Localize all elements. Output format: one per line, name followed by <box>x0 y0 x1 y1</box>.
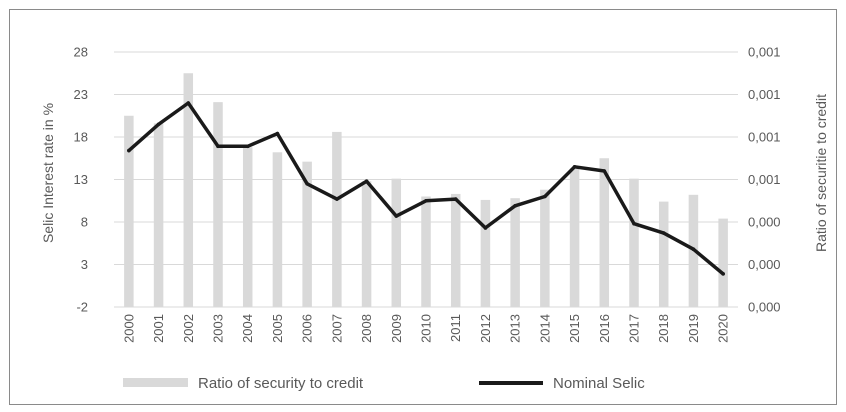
bar <box>272 152 283 307</box>
x-tick-label: 2014 <box>537 314 552 343</box>
chart-frame: 28 23 18 13 8 3 -2 0,001 0,001 0,001 0,001 0,000 0,… <box>9 9 837 405</box>
bar <box>599 158 610 307</box>
line-point <box>632 221 636 226</box>
line-point <box>661 231 666 235</box>
y-tick-label: 28 <box>74 45 88 60</box>
line-point <box>691 247 696 251</box>
line-point <box>602 169 607 173</box>
x-tick-label: 2005 <box>270 314 285 343</box>
y-tick-label: 23 <box>74 87 88 102</box>
y-tick-label: 8 <box>81 215 88 230</box>
x-tick-label: 2008 <box>359 314 374 343</box>
bar <box>124 115 134 307</box>
bar <box>213 102 223 308</box>
y-tick-label: 3 <box>81 257 88 272</box>
bar <box>510 198 520 307</box>
line-point <box>305 181 309 186</box>
x-tick-label: 2011 <box>448 314 463 342</box>
bar <box>718 218 728 307</box>
legend-label-selic: Nominal Selic <box>553 375 645 392</box>
bar <box>242 147 253 307</box>
x-axis-ticks: 2000 2001 2002 2003 2004 2005 2006 2007 2008 2009… <box>121 314 730 343</box>
line-point <box>186 101 191 105</box>
bar <box>480 199 491 307</box>
y-tick-label: 13 <box>74 172 88 187</box>
line-point <box>721 272 725 276</box>
x-tick-label: 2002 <box>181 314 196 343</box>
line-point <box>275 131 280 136</box>
bar <box>391 178 402 307</box>
y-axis-right-title: Ratio of securitie to credit <box>813 94 829 252</box>
x-tick-label: 2012 <box>478 314 493 343</box>
x-tick-label: 2006 <box>300 314 315 343</box>
y2-tick-label: 0,001 <box>748 87 781 102</box>
x-tick-label: 2007 <box>329 314 344 343</box>
y2-tick-label: 0,001 <box>748 45 781 60</box>
line-point <box>364 179 369 183</box>
y2-tick-label: 0,001 <box>748 130 781 145</box>
line-point <box>543 194 547 199</box>
y-axis-left-ticks: 28 23 18 13 8 3 -2 <box>74 45 88 315</box>
bar <box>450 193 461 307</box>
bar <box>569 168 580 307</box>
line-point <box>483 226 488 230</box>
y-tick-label: -2 <box>76 300 88 315</box>
line-point <box>335 197 339 201</box>
y2-tick-label: 0,000 <box>748 215 781 230</box>
line-point <box>245 144 250 149</box>
line-point <box>216 144 220 149</box>
bar <box>629 178 639 307</box>
y2-tick-label: 0,000 <box>748 257 781 272</box>
line-point <box>513 204 517 208</box>
x-tick-label: 2004 <box>240 314 255 343</box>
bar <box>153 123 164 308</box>
line-point <box>127 148 131 153</box>
x-tick-label: 2003 <box>211 314 226 343</box>
x-tick-label: 2017 <box>627 314 642 343</box>
bar <box>183 73 194 307</box>
x-tick-label: 2015 <box>567 314 582 343</box>
legend-label-ratio: Ratio of security to credit <box>198 375 364 392</box>
y-tick-label: 18 <box>74 130 88 145</box>
y-axis-left-title: Selic Interest rate in % <box>40 103 56 243</box>
x-tick-label: 2010 <box>419 314 434 343</box>
line-point <box>424 198 428 203</box>
y2-tick-label: 0,001 <box>748 172 781 187</box>
x-tick-label: 2016 <box>597 314 612 343</box>
y-axis-right-ticks: 0,001 0,001 0,001 0,001 0,000 0,000 0,000 <box>748 45 781 315</box>
bar <box>658 201 669 307</box>
line-point <box>453 197 458 201</box>
line-point <box>156 122 161 127</box>
x-tick-label: 2009 <box>389 314 404 343</box>
bar <box>540 189 550 307</box>
x-tick-label: 2018 <box>656 314 671 343</box>
bar-series <box>124 73 728 308</box>
x-tick-label: 2019 <box>686 314 701 343</box>
line-point <box>572 164 577 169</box>
bar <box>332 131 342 307</box>
line-series <box>127 101 725 276</box>
legend: Ratio of security to credit Nominal Seli… <box>123 375 645 392</box>
x-tick-label: 2020 <box>716 314 731 343</box>
x-tick-label: 2001 <box>151 314 166 343</box>
x-tick-label: 2000 <box>121 314 136 343</box>
line-point <box>394 214 399 218</box>
bar <box>302 161 312 307</box>
legend-swatch-ratio <box>123 378 188 387</box>
y2-tick-label: 0,000 <box>748 300 781 315</box>
x-tick-label: 2013 <box>508 314 523 343</box>
bar <box>361 181 372 307</box>
bar <box>421 196 431 307</box>
